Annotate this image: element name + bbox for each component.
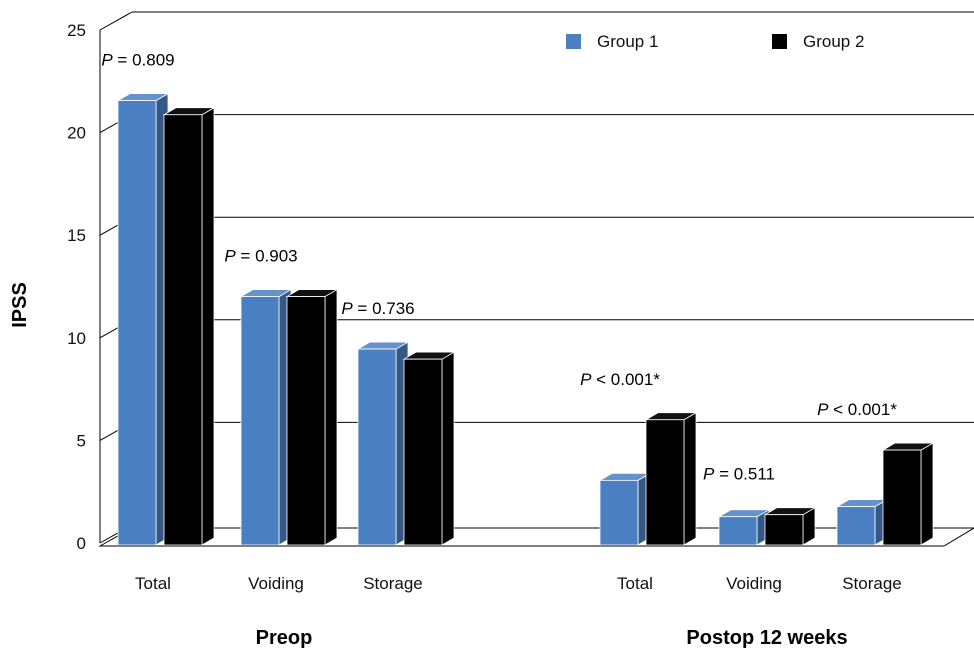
p-value-annotations: P = 0.809 P = 0.903 P = 0.736 P < 0.001* P =…: [101, 51, 897, 484]
y-tick-label: 0: [77, 534, 86, 553]
y-tick-label: 15: [67, 226, 86, 245]
bar-preop-storage-1: [356, 341, 410, 546]
category-label: Voiding: [248, 574, 304, 593]
category-label: Total: [135, 574, 171, 593]
p-value-label: P < 0.001*: [580, 370, 660, 389]
legend-swatch: [566, 34, 581, 49]
bar-postop-12-weeks-voiding-2: [763, 507, 817, 546]
category-label: Total: [617, 574, 653, 593]
p-value-label: P = 0.903: [224, 247, 297, 266]
p-value-label: P = 0.511: [703, 465, 775, 484]
bar-postop-12-weeks-storage-1: [835, 498, 889, 546]
bar-postop-12-weeks-total-2: [644, 412, 698, 546]
bar-postop-12-weeks-total-1: [598, 472, 652, 546]
bars: [116, 92, 935, 546]
legend-label: Group 1: [597, 32, 658, 51]
category-label: Storage: [363, 574, 423, 593]
bar-preop-total-2: [162, 107, 216, 546]
bar-preop-total-1: [116, 92, 170, 546]
group-label: Postop 12 weeks: [686, 627, 847, 649]
y-tick-label: 20: [67, 124, 86, 143]
y-tick-label: 10: [67, 329, 86, 348]
category-label: Storage: [842, 574, 902, 593]
y-tick-label: 25: [67, 21, 86, 40]
category-labels: Total Voiding Storage Preop Total Voiding Stor…: [135, 574, 902, 649]
gridline-diagonal: [99, 11, 133, 31]
legend-label: Group 2: [803, 32, 864, 51]
legend-item: Group 1: [566, 32, 658, 51]
bar-preop-voiding-2: [285, 288, 339, 546]
category-label: Voiding: [726, 574, 782, 593]
p-value-label: P < 0.001*: [817, 400, 897, 419]
legend-swatch: [772, 34, 787, 49]
bar-preop-voiding-1: [239, 288, 293, 546]
bar-postop-12-weeks-voiding-1: [717, 509, 771, 546]
y-axis-label: IPSS: [9, 282, 31, 328]
legend: Group 1 Group 2: [566, 32, 864, 51]
legend-item: Group 2: [772, 32, 864, 51]
bar-postop-12-weeks-storage-2: [881, 442, 935, 546]
gridlines: [98, 11, 974, 547]
y-axis-ticks: 0 5 10 15 20 25: [67, 21, 86, 553]
p-value-label: P = 0.809: [101, 51, 174, 70]
group-label: Preop: [256, 627, 313, 649]
bar-preop-storage-2: [402, 351, 456, 546]
y-tick-label: 5: [77, 431, 86, 450]
p-value-label: P = 0.736: [341, 299, 414, 318]
